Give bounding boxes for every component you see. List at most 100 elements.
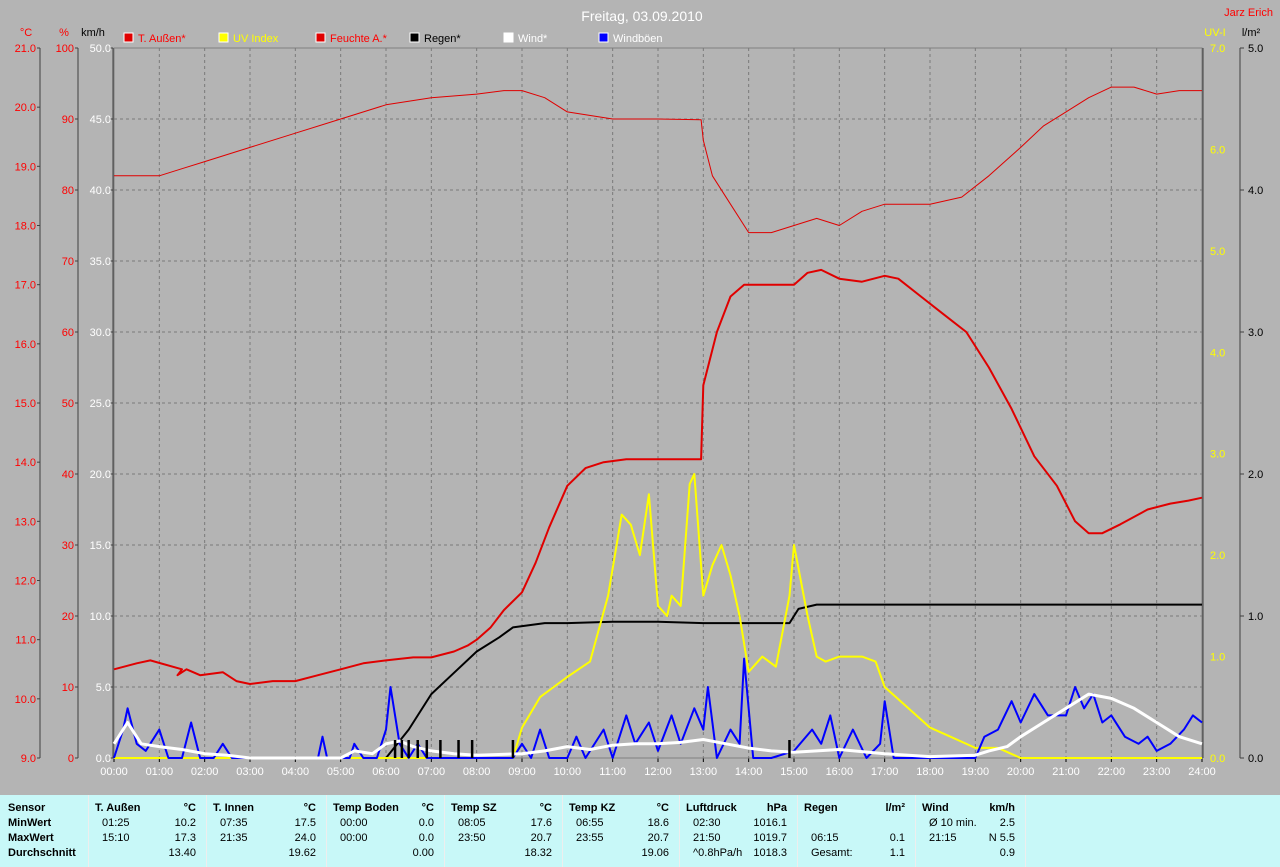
wind-axis-tick-label: 40.0 [90, 185, 111, 197]
temp-unit-label: °C [20, 27, 32, 39]
stats-panel: Sensor MinWert MaxWert Durchschnitt T. Außen… [0, 795, 1280, 867]
wind-axis-tick-label: 35.0 [90, 256, 111, 268]
uv-line [114, 473, 1202, 759]
hum-axis-tick-label: 0 [68, 753, 74, 765]
stats-value: 18.32 [524, 847, 552, 859]
temp-axis-tick-label: 14.0 [15, 457, 36, 469]
wind-axis-tick-label: 45.0 [90, 114, 111, 126]
temp-axis-tick-label: 10.0 [15, 694, 36, 706]
temp-axis-tick-label: 11.0 [15, 635, 36, 647]
x-tick-label: 24:00 [1188, 766, 1216, 778]
author-label: Jarz Erich [1224, 7, 1273, 19]
stats-unit: l/m² [885, 802, 905, 814]
x-tick-label: 16:00 [826, 766, 854, 778]
stats-value: 20.7 [530, 832, 552, 844]
legend-swatch [315, 32, 326, 43]
stats-header: Luftdruck [686, 802, 737, 814]
hum-axis-tick-label: 80 [62, 185, 74, 197]
stats-unit: °C [421, 802, 434, 814]
uv-unit-label: UV-I [1204, 27, 1225, 39]
x-tick-label: 10:00 [554, 766, 582, 778]
stats-value: 1019.7 [753, 832, 787, 844]
legend-label: Regen* [424, 33, 461, 45]
stats-column: Temp Boden °C 00:00 00:00 0.0 0.0 0.00 [326, 795, 445, 867]
legend-item: UV Index [218, 32, 279, 45]
stats-value: 0.0 [418, 832, 434, 844]
axes: 00:00 01:00 02:00 03:00 04:00 05:00 06:00 07:00… [15, 43, 1264, 778]
stats-value: 17.5 [294, 817, 316, 829]
x-tick-label: 02:00 [191, 766, 219, 778]
stats-value: 1018.3 [753, 847, 787, 859]
rain-line [114, 603, 1202, 759]
stats-header: T. Innen [213, 802, 254, 814]
legend-swatch [123, 32, 134, 43]
x-tick-label: 06:00 [372, 766, 400, 778]
x-tick-label: 09:00 [508, 766, 536, 778]
stats-unit: °C [303, 802, 316, 814]
stats-value: 24.0 [294, 832, 316, 844]
wind-axis-tick-label: 10.0 [90, 611, 111, 623]
chart-title: Freitag, 03.09.2010 [581, 8, 703, 24]
stats-time: 21:35 [220, 832, 248, 844]
hum-axis-tick-label: 10 [62, 682, 74, 694]
stats-value: 10.2 [174, 817, 196, 829]
hum-axis-tick-label: 50 [62, 398, 74, 410]
legend-item: Feuchte A.* [315, 32, 388, 45]
x-tick-label: 17:00 [871, 766, 899, 778]
stats-value: 20.7 [647, 832, 669, 844]
stats-unit: °C [539, 802, 552, 814]
stats-time: 21:15 [929, 832, 957, 844]
wind-line [112, 692, 1203, 760]
temp-axis-tick-label: 9.0 [21, 753, 36, 765]
stats-header: Regen [804, 802, 838, 814]
stats-column: Wind km/h Ø 10 min. 21:15 2.5 N 5.5 0.9 [915, 795, 1026, 867]
stats-time: 06:55 [576, 817, 604, 829]
rain-axis-tick-label: 4.0 [1248, 185, 1263, 197]
rain-axis-tick-label: 2.0 [1248, 469, 1263, 481]
hum-unit-label: % [59, 27, 69, 39]
stats-unit: hPa [766, 802, 787, 814]
legend-swatch [409, 32, 420, 43]
wind-axis-tick-label: 50.0 [90, 43, 111, 55]
stats-value: 0.9 [999, 847, 1015, 859]
wind-axis-tick-label: 25.0 [90, 398, 111, 410]
legend-swatch [598, 32, 609, 43]
stats-column: T. Außen °C 01:25 15:10 10.2 17.3 13.40 [88, 795, 207, 867]
temp-axis-tick-label: 20.0 [15, 102, 36, 114]
temp-line [113, 268, 1203, 685]
legend-label: Windböen [613, 33, 663, 45]
legend-label: T. Außen* [138, 33, 186, 45]
stats-column: Luftdruck hPa 02:30 21:50 ^0.8hPa/h 1016.1 101… [679, 795, 798, 867]
x-tick-label: 21:00 [1052, 766, 1080, 778]
stats-time: Gesamt: [811, 847, 853, 859]
rain-axis-tick-label: 0.0 [1248, 753, 1263, 765]
uv-axis-tick-label: 4.0 [1210, 347, 1225, 359]
stats-row-label: Durchschnitt [8, 847, 76, 859]
rain-axis-tick-label: 5.0 [1248, 43, 1263, 55]
stats-time: 23:50 [458, 832, 486, 844]
grid [113, 47, 1203, 759]
stats-value: 0.1 [889, 832, 905, 844]
stats-column: Temp KZ °C 06:55 23:55 18.6 20.7 19.06 [562, 795, 680, 867]
stats-value: N 5.5 [988, 832, 1015, 844]
x-tick-label: 05:00 [327, 766, 355, 778]
hum-axis-tick-label: 60 [62, 327, 74, 339]
weather-chart: Freitag, 03.09.2010 Jarz Erich °C % km/h… [15, 7, 1273, 778]
stats-value: 18.6 [647, 817, 669, 829]
stats-time: Ø 10 min. [929, 817, 977, 829]
x-tick-label: 19:00 [962, 766, 990, 778]
stats-unit: km/h [989, 802, 1015, 814]
stats-time: 15:10 [102, 832, 130, 844]
uv-axis-tick-label: 1.0 [1210, 652, 1225, 664]
stats-value: 0.0 [418, 817, 434, 829]
hum-axis-tick-label: 40 [62, 469, 74, 481]
wind-axis-tick-label: 5.0 [96, 682, 111, 694]
wind-unit-label: km/h [81, 27, 105, 39]
x-tick-label: 15:00 [780, 766, 808, 778]
stats-column: Sensor MinWert MaxWert Durchschnitt [0, 795, 89, 867]
x-tick-label: 11:00 [599, 766, 626, 778]
stats-time: 01:25 [102, 817, 130, 829]
wind-axis-tick-label: 0.0 [96, 753, 111, 765]
stats-value: 13.40 [168, 847, 196, 859]
x-tick-label: 08:00 [463, 766, 491, 778]
